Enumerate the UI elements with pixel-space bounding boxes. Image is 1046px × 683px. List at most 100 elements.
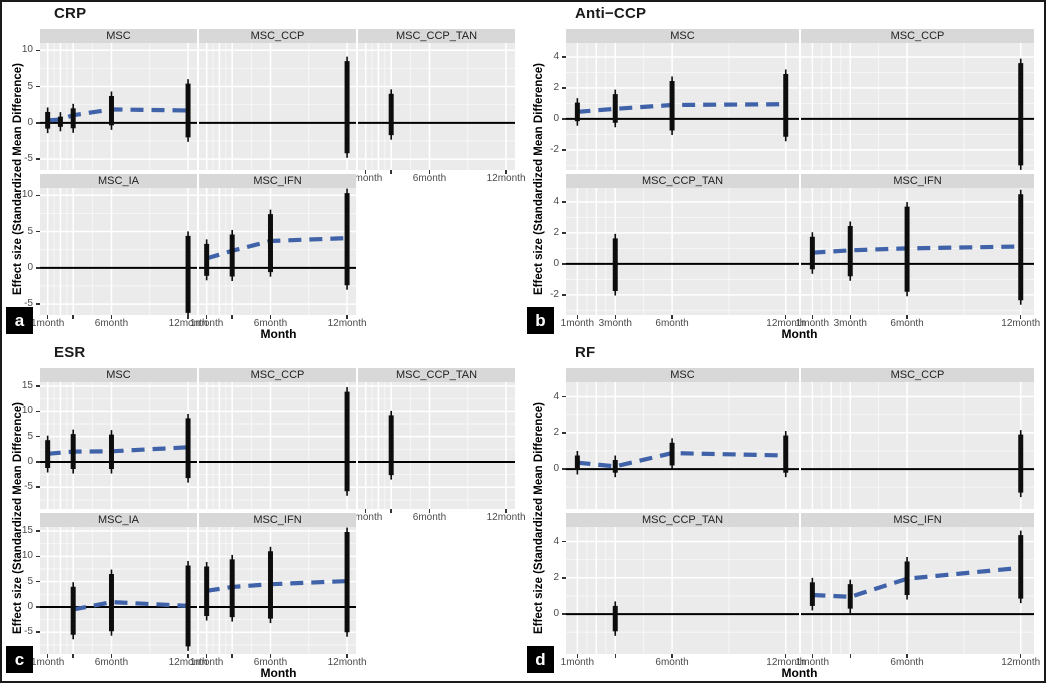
x-tick-mark: [205, 315, 208, 319]
gridlines: [358, 43, 515, 170]
x-tick-mark: [576, 654, 579, 658]
y-tick-label: 10: [21, 550, 33, 562]
facet-strip-msc_ia: MSC_IA: [40, 174, 197, 188]
x-tick-mark: [187, 315, 189, 319]
y-tick-label: 5: [27, 430, 33, 442]
x-tick-label: 1month: [560, 318, 595, 329]
trend-line: [206, 236, 348, 261]
x-tick-mark: [671, 315, 673, 319]
x-tick-label: 1month: [189, 657, 224, 668]
y-tick-label: 15: [21, 380, 33, 392]
panel-crp: CRP Effect size (Standardized Mean Diffe…: [2, 2, 526, 341]
y-tick-label: 4: [553, 390, 559, 402]
y-tick-mark: [562, 613, 566, 615]
y-tick-label: 10: [21, 44, 33, 56]
y-tick-mark: [36, 122, 40, 124]
x-tick-label: 1month: [348, 173, 383, 184]
x-tick-mark: [906, 315, 908, 319]
trend-line: [812, 565, 1021, 599]
x-tick-label: 6month: [655, 318, 689, 329]
facet-strip-msc_ifn: MSC_IFN: [199, 513, 356, 527]
x-tick-mark: [428, 170, 431, 174]
y-tick-mark: [562, 56, 566, 58]
x-tick-mark: [72, 654, 74, 658]
facet-plot-msc_ccp: [199, 43, 356, 170]
x-tick-mark: [390, 170, 392, 174]
facet-strip-msc_ccp_tan: MSC_CCP_TAN: [358, 368, 515, 382]
facet-strip-msc_ccp_tan: MSC_CCP_TAN: [566, 513, 799, 527]
gridlines: [566, 527, 799, 654]
facet-area: 10 5 0 -5 10 5 0 -5 MSC MSC_CCP MSC_CCP_TAN 1month 6…: [2, 2, 526, 341]
x-tick-label: 3month: [598, 318, 632, 329]
y-tick-label: -2: [550, 143, 559, 155]
y-tick-label: 0: [553, 463, 559, 475]
x-tick-mark: [784, 315, 787, 319]
x-tick-mark: [110, 315, 113, 319]
x-tick-label: 6month: [412, 512, 447, 523]
error-bars: [204, 188, 350, 290]
facet-strip-msc: MSC: [40, 29, 197, 43]
panel-title-rf: RF: [575, 344, 596, 361]
y-tick-mark: [36, 410, 40, 413]
x-tick-label: 3month: [833, 318, 867, 329]
y-tick-label: 5: [27, 80, 33, 92]
facet-plot-msc_ccp_tan: [566, 188, 799, 315]
error-bars: [204, 527, 350, 637]
facet-strip-msc_ifn: MSC_IFN: [199, 174, 356, 188]
facet-plot-msc_ccp: [801, 382, 1034, 509]
y-tick-label: 10: [21, 189, 33, 201]
facet-plot-msc: [40, 382, 197, 509]
y-tick-mark: [36, 85, 40, 88]
x-tick-label: 12month: [766, 318, 806, 329]
y-tick-label: 4: [553, 195, 559, 207]
x-tick-label: 12month: [766, 657, 806, 668]
x-tick-mark: [614, 654, 616, 658]
error-bars: [45, 413, 191, 483]
y-tick-mark: [36, 158, 40, 160]
corner-label-d: d: [527, 646, 554, 673]
x-tick-mark: [671, 654, 673, 658]
facet-strip-msc_ccp: MSC_CCP: [801, 29, 1034, 43]
y-tick-label: 0: [553, 257, 559, 269]
x-tick-mark: [849, 315, 851, 319]
x-tick-mark: [906, 654, 908, 658]
y-tick-label: 0: [27, 455, 33, 467]
y-tick-mark: [562, 294, 566, 296]
x-tick-label: 12month: [327, 318, 367, 329]
y-tick-label: 2: [553, 571, 559, 583]
x-tick-mark: [784, 654, 787, 658]
facet-area: 15 10 5 0 -5 15 10 5 0 -5 MSC MSC_CCP MSC_CCP_TAN 1mo…: [2, 341, 526, 681]
x-tick-mark: [849, 654, 851, 658]
x-tick-mark: [1019, 654, 1022, 658]
y-tick-label: -5: [24, 153, 33, 165]
y-tick-label: 0: [553, 112, 559, 124]
panel-title-crp: CRP: [54, 5, 87, 22]
x-tick-mark: [46, 315, 49, 319]
x-tick-mark: [72, 315, 74, 319]
facet-plot-msc_ifn: [801, 188, 1034, 315]
x-tick-mark: [1019, 315, 1022, 319]
x-tick-label: 1month: [30, 318, 65, 329]
y-tick-label: 0: [27, 116, 33, 128]
x-tick-mark: [505, 170, 507, 174]
error-bars: [809, 189, 1024, 305]
facet-plot-msc_ccp: [199, 382, 356, 509]
facet-strip-msc_ia: MSC_IA: [40, 513, 197, 527]
x-tick-mark: [231, 315, 233, 319]
y-tick-mark: [562, 118, 566, 120]
facet-strip-msc: MSC: [566, 368, 799, 382]
corner-label-b: b: [527, 307, 554, 334]
x-tick-mark: [269, 654, 272, 658]
facet-plot-msc: [40, 43, 197, 170]
facet-plot-msc: [566, 382, 799, 509]
facet-plot-msc_ccp_tan: [566, 527, 799, 654]
corner-label-c: c: [6, 646, 33, 673]
x-tick-label: 6month: [890, 318, 924, 329]
y-tick-label: 4: [553, 50, 559, 62]
y-tick-mark: [562, 468, 566, 470]
facet-strip-msc_ifn: MSC_IFN: [801, 174, 1034, 188]
facet-plot-msc_ifn: [801, 527, 1034, 654]
y-tick-label: 0: [553, 608, 559, 620]
trend-line: [72, 600, 189, 612]
